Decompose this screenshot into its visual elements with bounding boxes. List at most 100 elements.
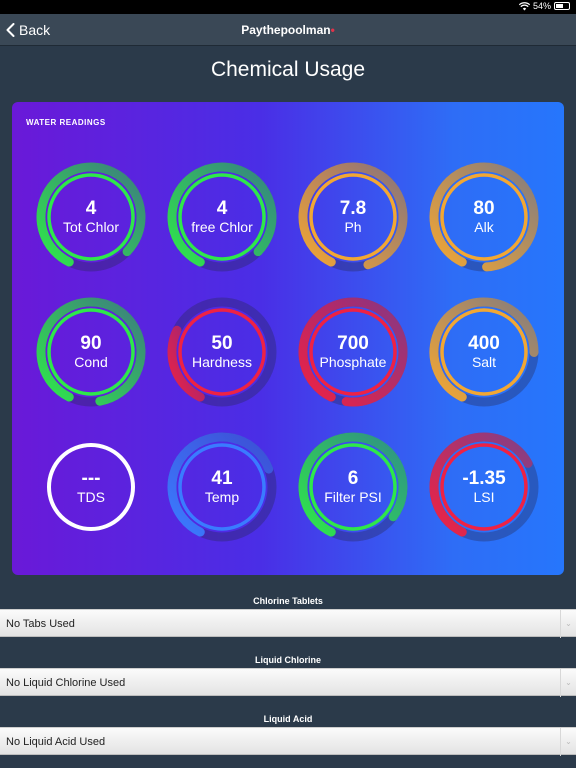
water-readings-card: WATER READINGS 4 Tot Chlor 4 free Chlor 7.8 P… (12, 102, 564, 575)
gauge-alk[interactable]: 80 Alk (429, 162, 539, 272)
gauge-text: -1.35 LSI (429, 432, 539, 542)
gauge-label: TDS (77, 488, 105, 505)
gauge-text: 4 free Chlor (167, 162, 277, 272)
gauge-text: 700 Phosphate (298, 297, 408, 407)
gauge-value: 7.8 (339, 197, 367, 219)
battery-icon (554, 2, 570, 10)
page-title: Chemical Usage (210, 58, 366, 81)
gauge-arc (36, 162, 146, 267)
gauge-ring (47, 443, 135, 531)
gauge-arc (167, 162, 277, 267)
gauge-value: 400 (468, 332, 500, 354)
gauge-value: -1.35 (462, 467, 506, 489)
gauge-arc (429, 162, 539, 272)
gauge-ring (298, 432, 408, 542)
status-indicators: 54% (518, 1, 570, 11)
gauge-value: 700 (337, 332, 369, 354)
gauge-text: --- TDS (36, 432, 146, 542)
gauge-text: 4 Tot Chlor (36, 162, 146, 272)
gauge-inner-ring (178, 173, 266, 261)
gauge-inner-ring (309, 443, 397, 531)
gauge-ring (167, 297, 277, 407)
gauge-arc (298, 297, 408, 407)
gauge-label: LSI (473, 488, 495, 505)
gauge-text: 90 Cond (36, 297, 146, 407)
gauge-free-chlor[interactable]: 4 free Chlor (167, 162, 277, 272)
gauge-inner-ring (440, 173, 528, 261)
gauge-arc (298, 162, 408, 270)
battery-percent: 54% (532, 1, 551, 11)
gauge-value: 6 (347, 467, 359, 489)
app-title-text: Paythepoolman (241, 23, 331, 37)
gauge-label: free Chlor (191, 218, 253, 235)
usage-section-label: Chlorine Tablets (253, 596, 323, 606)
gauge-label: Alk (474, 218, 494, 235)
gauge-tot-chlor[interactable]: 4 Tot Chlor (36, 162, 146, 272)
gauge-text: 7.8 Ph (298, 162, 408, 272)
gauge-label: Filter PSI (324, 488, 382, 505)
gauge-value: 4 (85, 197, 97, 219)
gauge-label: Hardness (192, 353, 252, 370)
navigation-bar: Back Paythepoolman• (0, 14, 576, 46)
gauge-hardness[interactable]: 50 Hardness (167, 297, 277, 407)
brand-dot-icon: • (330, 23, 335, 37)
gauge-arc (429, 297, 539, 402)
gauge-temp[interactable]: 41 Temp (167, 432, 277, 542)
chevron-down-icon: ⌄ (560, 728, 576, 756)
gauge-inner-ring (178, 308, 266, 396)
gauge-ring (429, 432, 539, 542)
gauge-ring (167, 432, 277, 542)
gauge-label: Tot Chlor (62, 218, 120, 235)
usage-section-label: Liquid Chlorine (255, 655, 321, 665)
gauge-inner-ring (440, 443, 528, 531)
chevron-down-icon: ⌄ (560, 669, 576, 697)
gauge-ring (298, 162, 408, 272)
back-label: Back (19, 22, 51, 38)
gauge-inner-ring (178, 443, 266, 531)
back-button[interactable]: Back (6, 20, 50, 40)
wifi-icon (518, 1, 530, 10)
usage-select-value: No Liquid Chlorine Used (6, 677, 126, 689)
gauge-ring (298, 297, 408, 407)
water-readings-title: WATER READINGS (26, 118, 106, 127)
gauge-value: 4 (216, 197, 228, 219)
usage-section-label: Liquid Acid (263, 714, 313, 724)
gauge-value: 90 (80, 332, 102, 354)
gauge-filter-psi[interactable]: 6 Filter PSI (298, 432, 408, 542)
gauge-label: Cond (74, 353, 108, 370)
gauge-inner-ring (309, 173, 397, 261)
gauge-arc (167, 325, 205, 402)
usage-select-value: No Liquid Acid Used (6, 736, 106, 748)
gauge-text: 400 Salt (429, 297, 539, 407)
usage-select[interactable]: No Tabs Used ⌄ (0, 609, 576, 638)
gauge-text: 41 Temp (167, 432, 277, 542)
gauge-inner-ring (309, 308, 397, 396)
gauge-value: 50 (211, 332, 233, 354)
gauge-ring (429, 297, 539, 407)
gauge-label: Ph (344, 218, 362, 235)
gauge-inner-ring (47, 173, 135, 261)
gauge-arc (36, 297, 146, 406)
gauge-value: 80 (473, 197, 495, 219)
gauge-phosphate[interactable]: 700 Phosphate (298, 297, 408, 407)
gauge-ph[interactable]: 7.8 Ph (298, 162, 408, 272)
gauge-lsi[interactable]: -1.35 LSI (429, 432, 539, 542)
usage-select-value: No Tabs Used (6, 618, 75, 630)
gauge-inner-ring (47, 308, 135, 396)
gauge-label: Salt (471, 353, 497, 370)
gauge-inner-ring (440, 308, 528, 396)
gauge-cond[interactable]: 90 Cond (36, 297, 146, 407)
gauge-value: 41 (211, 467, 233, 489)
gauge-ring (167, 162, 277, 272)
gauge-arc (298, 432, 408, 537)
usage-select[interactable]: No Liquid Acid Used ⌄ (0, 727, 576, 756)
gauge-label: Temp (204, 488, 240, 505)
gauge-inner-ring (47, 443, 135, 531)
gauge-text: 80 Alk (429, 162, 539, 272)
gauge-arc (429, 432, 533, 537)
gauge-tds[interactable]: --- TDS (36, 432, 146, 542)
usage-select[interactable]: No Liquid Chlorine Used ⌄ (0, 668, 576, 697)
chevron-left-icon (6, 23, 15, 37)
gauge-salt[interactable]: 400 Salt (429, 297, 539, 407)
gauge-label: Phosphate (319, 353, 387, 370)
